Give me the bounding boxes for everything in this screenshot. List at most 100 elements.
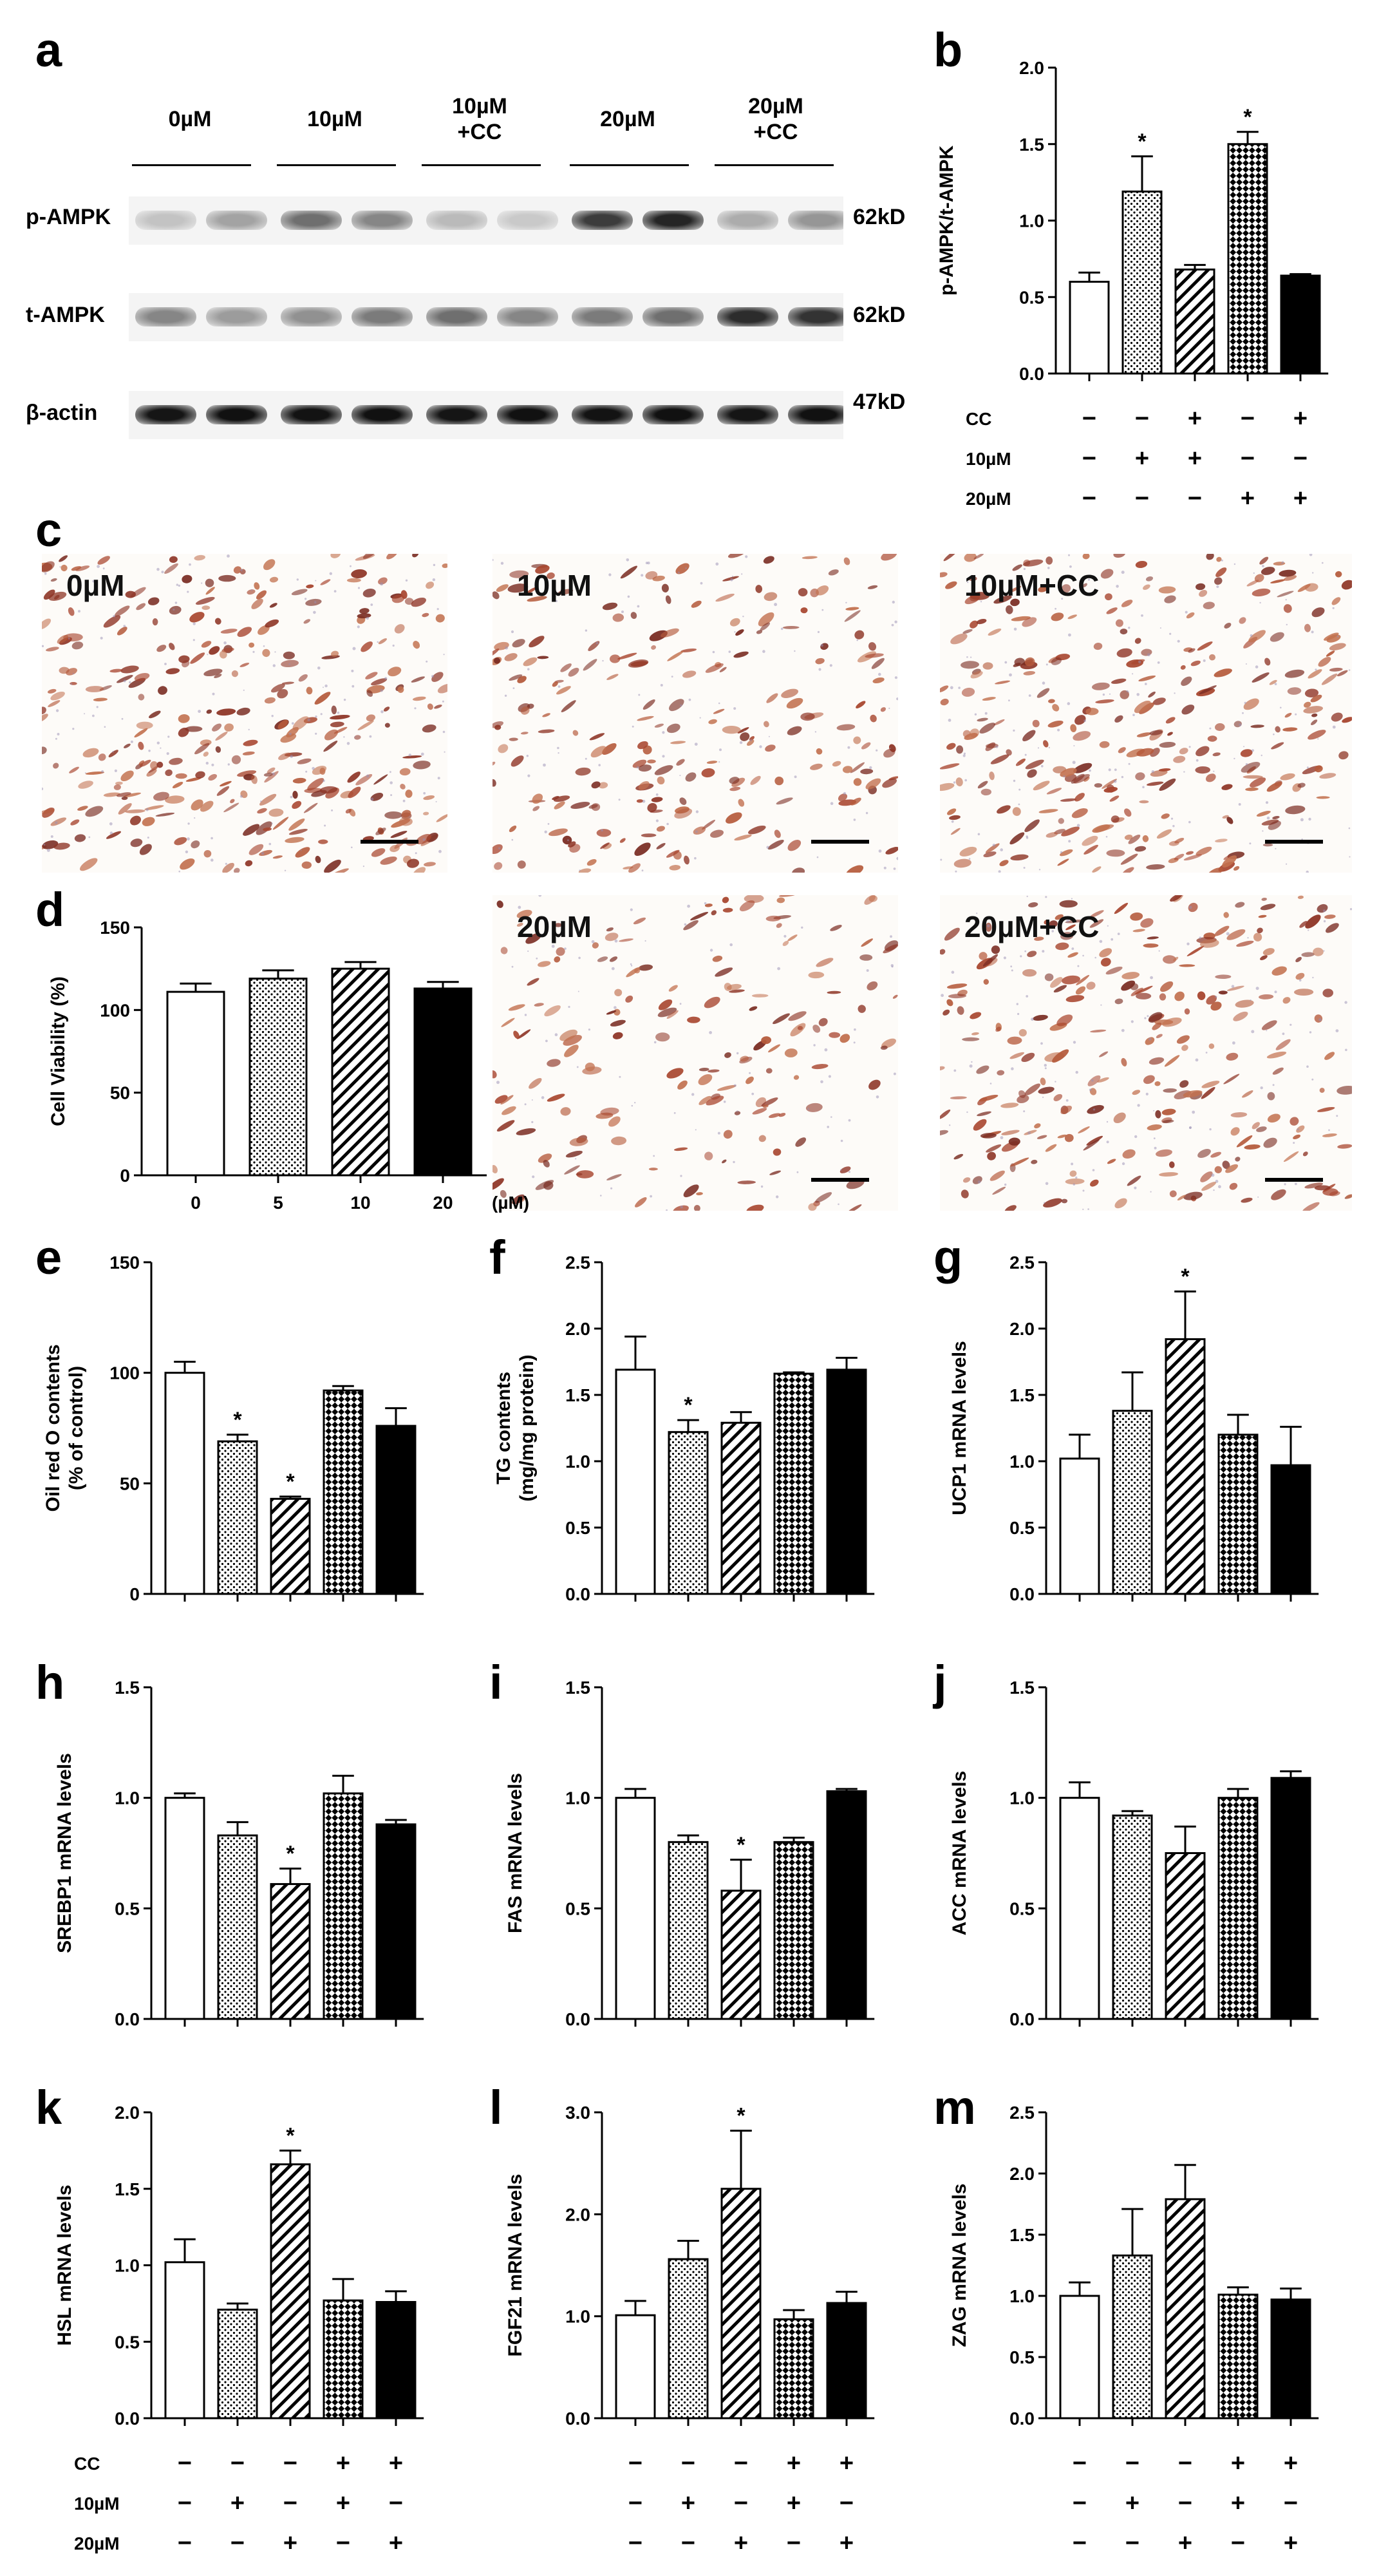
lipid-droplet [50,578,57,582]
y-tick-label: 1.0 [1009,2286,1035,2306]
lipid-droplet [597,956,608,962]
nucleus-speck [1280,706,1282,709]
lipid-droplet [1060,798,1077,802]
lipid-droplet [1014,658,1026,667]
nucleus-speck [1244,701,1246,704]
y-tick-label: 50 [120,1473,140,1493]
nucleus-speck [1147,653,1150,657]
lipid-droplet [818,1018,828,1027]
lipid-droplet [1167,732,1173,736]
nucleus-speck [1255,987,1259,990]
nucleus-speck [1336,635,1339,638]
nucleus-speck [1308,817,1311,821]
lipid-droplet [1196,746,1210,757]
lipid-droplet [384,811,402,819]
lipid-droplet [109,668,123,673]
nucleus-speck [1042,681,1046,685]
lipid-droplet [278,752,291,761]
lipid-droplet [810,763,823,770]
lipid-droplet [1244,1144,1261,1150]
lipid-droplet [1235,902,1245,908]
nucleus-speck [1020,955,1022,958]
nucleus-speck [1004,1183,1007,1186]
nucleus-speck [968,858,971,860]
nucleus-speck [112,751,114,753]
nucleus-speck [160,747,162,749]
lipid-droplet [992,1186,1006,1195]
nucleus-speck [369,735,372,738]
bar [1217,1434,1259,1595]
lipid-droplet [93,697,108,702]
y-axis-label: Oil red O contents [42,1344,64,1511]
nucleus-speck [816,856,819,858]
bar [1270,1464,1311,1595]
lipid-droplet [1049,920,1058,928]
blot-lane-label: 20µM +CC [715,93,837,145]
nucleus-speck [1308,929,1309,931]
nucleus-speck [442,730,445,734]
lipid-droplet [215,746,221,753]
lipid-droplet [946,743,956,750]
lipid-droplet [509,737,518,741]
treatment-mark: − [1073,2450,1087,2477]
treatment-row-label: CC [74,2454,100,2474]
nucleus-speck [876,1095,879,1099]
bar [1165,1338,1206,1595]
bar [1059,2295,1100,2420]
lipid-droplet [1111,678,1127,684]
x-tick-label: 10 [350,1193,370,1213]
lipid-droplet [552,796,559,800]
lipid-droplet [1156,829,1172,839]
lipid-droplet [120,770,134,782]
lipid-droplet [1331,712,1343,722]
bar [1069,281,1110,375]
lipid-droplet [512,1194,525,1205]
lipid-droplet [666,723,680,734]
lipid-droplet [516,922,523,927]
nucleus-speck [1026,837,1029,839]
nucleus-speck [1215,996,1217,998]
nucleus-speck [847,746,850,749]
stained-cells [42,554,447,873]
nucleus-speck [893,1072,896,1075]
nucleus-speck [1315,668,1317,671]
lipid-droplet [77,806,88,811]
lipid-droplet [560,663,572,672]
nucleus-speck [166,752,169,755]
nucleus-speck [130,740,133,743]
lipid-droplet [298,674,308,682]
lipid-droplet [1338,751,1349,760]
lipid-droplet [977,717,988,722]
treatment-mark: + [1293,485,1308,512]
lipid-droplet [185,726,203,732]
nucleus-speck [774,603,778,607]
y-axis-label: FGF21 mRNA levels [505,2174,526,2357]
nucleus-speck [357,587,361,589]
lipid-droplet [940,1130,948,1136]
lipid-droplet [155,812,175,817]
lipid-droplet [292,791,298,799]
nucleus-speck [1262,565,1264,567]
lipid-droplet [269,576,279,583]
nucleus-speck [346,742,350,745]
nucleus-speck [596,641,599,645]
nucleus-speck [1063,775,1065,778]
treatment-mark: + [787,2490,801,2517]
lipid-droplet [1284,669,1305,678]
lipid-droplet [203,849,212,858]
nucleus-speck [1138,660,1141,664]
treatment-mark: − [1284,2490,1298,2517]
lipid-droplet [233,566,242,574]
lipid-droplet [517,1029,531,1039]
lipid-droplet [1158,586,1176,594]
treatment-mark: − [1241,445,1255,472]
nucleus-speck [1040,1042,1043,1045]
lipid-droplet [668,985,678,992]
lipid-droplet [222,862,234,873]
nucleus-speck [357,625,360,629]
lipid-droplet [1304,701,1311,708]
lipid-droplet [1303,706,1324,714]
lipid-droplet [993,595,1012,604]
lipid-droplet [983,851,997,858]
nucleus-speck [1082,954,1084,957]
